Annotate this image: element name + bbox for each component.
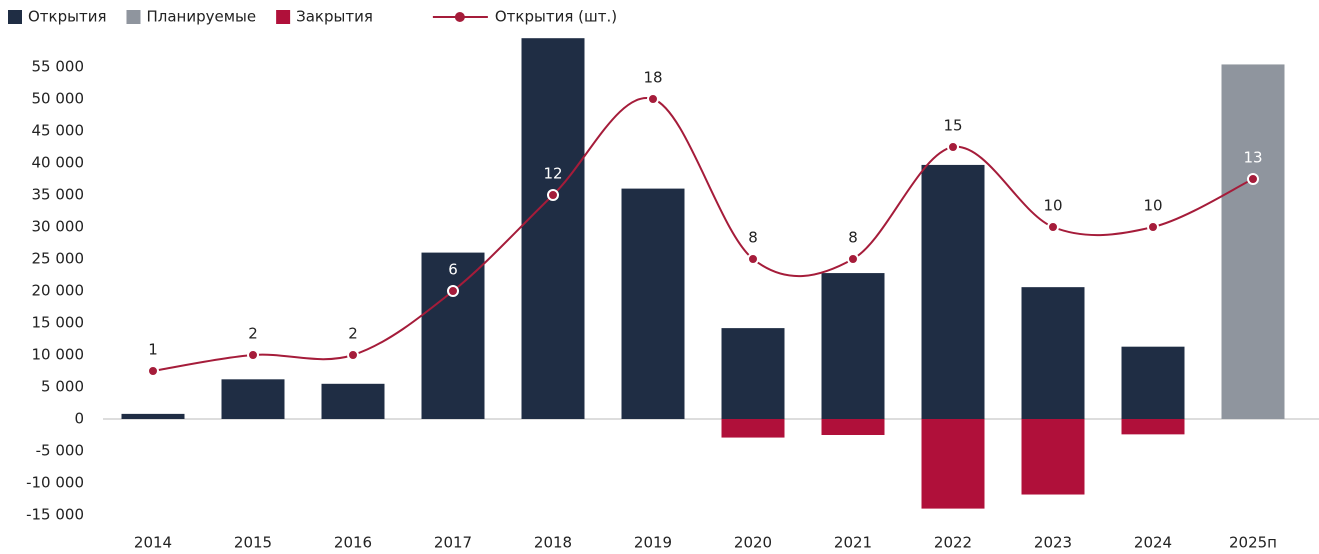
legend-label: Открытия (шт.) [495,8,617,26]
x-tick-label: 2022 [934,534,972,552]
bar [421,252,485,419]
data-label: 13 [1243,149,1262,167]
bar [621,188,685,419]
data-label: 15 [943,117,962,135]
y-tick-label: 5 000 [41,378,84,396]
y-tick-label: 55 000 [32,58,85,76]
legend-swatch [276,10,291,24]
y-tick-label: -5 000 [36,442,84,460]
y-tick-label: -15 000 [26,506,84,524]
legend-swatch [8,10,22,24]
y-tick-label: 15 000 [32,314,85,332]
bar [721,328,785,419]
x-tick-label: 2018 [534,534,572,552]
x-tick-label: 2023 [1034,534,1072,552]
y-tick-label: 30 000 [32,218,85,236]
y-tick-label: 40 000 [32,154,85,172]
x-tick-label: 2021 [834,534,872,552]
bar [921,419,985,509]
line [152,97,1254,372]
legend-label: Открытия [28,8,106,26]
point [447,285,459,297]
y-tick-label: 0 [74,410,84,428]
x-tick-label: 2014 [134,534,172,552]
legend-swatch [126,10,141,24]
x-tick-label: 2015 [234,534,272,552]
point [1047,221,1059,233]
bar [921,164,985,419]
data-label: 10 [1143,197,1162,215]
data-label: 8 [848,229,858,247]
data-label: 12 [543,165,562,183]
bar [821,419,885,435]
y-tick-label: 25 000 [32,250,85,268]
data-label: 6 [448,261,458,279]
x-tick-label: 2017 [434,534,472,552]
data-label: 8 [748,229,758,247]
legend-label: Планируемые [146,8,256,26]
bar [721,419,785,438]
point [1247,173,1259,185]
bar [221,379,285,419]
point [1147,221,1159,233]
bar [521,38,585,419]
bar [821,273,885,419]
y-tick-label: 50 000 [32,90,85,108]
data-label: 18 [643,69,662,87]
y-tick-label: 35 000 [32,186,85,204]
x-tick-label: 2024 [1134,534,1172,552]
bar [321,383,385,419]
x-tick-label: 2016 [334,534,372,552]
bar [1021,419,1085,495]
bar [1221,64,1285,419]
y-tick-label: 20 000 [32,282,85,300]
bar [1121,346,1185,419]
data-label: 10 [1043,197,1062,215]
point [747,253,759,265]
data-label: 2 [348,325,358,343]
legend-marker [454,12,465,22]
point [147,365,159,377]
point [847,253,859,265]
point [547,189,559,201]
data-label: 2 [248,325,258,343]
point [647,93,659,105]
point [947,141,959,153]
data-label: 1 [148,341,158,359]
y-tick-label: 45 000 [32,122,85,140]
point [247,349,259,361]
point [347,349,359,361]
bar [121,413,185,419]
x-tick-label: 2019 [634,534,672,552]
bar [1021,287,1085,419]
bar [1121,419,1185,435]
y-tick-label: -10 000 [26,474,84,492]
x-tick-label: 2025п [1229,534,1277,552]
legend-label: Закрытия [296,8,373,26]
x-tick-label: 2020 [734,534,772,552]
y-tick-label: 10 000 [32,346,85,364]
